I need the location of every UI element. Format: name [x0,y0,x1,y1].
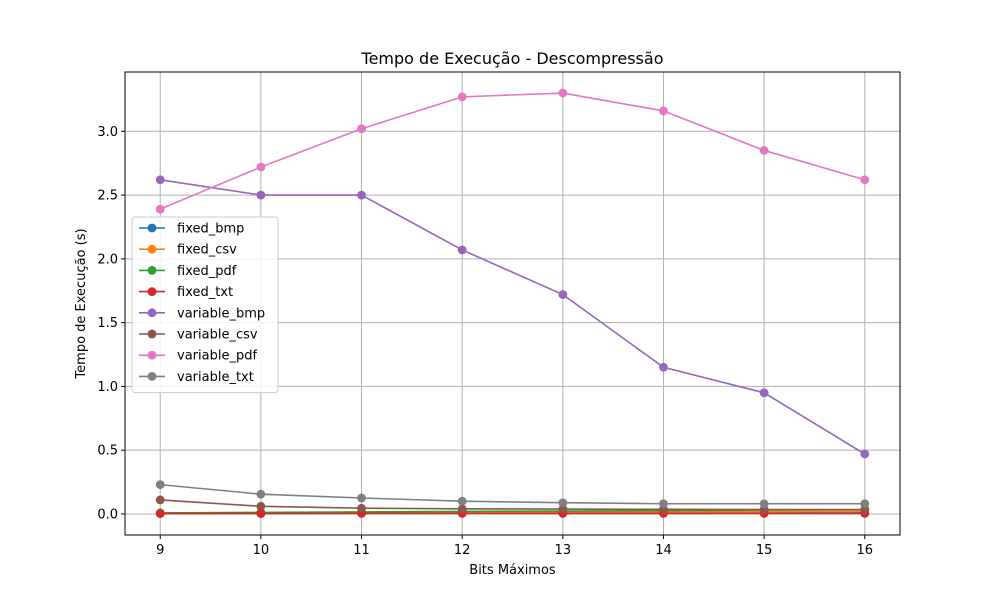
legend: fixed_bmp fixed_csv fixed_pdf fixed_txtvari… [132,217,278,393]
y-tick-label: 3.0 [97,125,118,140]
x-tick-label: 10 [253,543,270,558]
y-tick-label: 0.0 [97,507,118,522]
legend-label: fixed_pdf [177,264,237,279]
y-tick-label: 0.5 [97,444,118,459]
data-point [558,498,567,507]
legend-label: fixed_bmp [177,222,244,237]
chart-title: Tempo de Execução - Descompressão [361,49,664,68]
y-axis-label: Tempo de Execução (s) [74,228,89,379]
legend-marker [148,330,157,339]
data-point [256,191,265,200]
data-point [357,504,366,513]
x-tick-label: 11 [353,543,370,558]
y-tick-label: 2.0 [97,252,118,267]
legend-marker [148,245,157,254]
legend-label: variable_bmp [177,306,265,321]
x-tick-label: 15 [756,543,773,558]
data-point [357,124,366,133]
y-tick-label: 1.5 [97,316,118,331]
data-point [458,497,467,506]
data-point [357,191,366,200]
legend-label: variable_txt [177,370,254,385]
legend-label: fixed_txt [177,285,233,300]
data-point [256,490,265,499]
data-point [256,163,265,172]
data-point [558,290,567,299]
y-tick-label: 1.0 [97,380,118,395]
data-point [458,92,467,101]
data-point [458,246,467,255]
x-axis-label: Bits Máximos [469,563,556,578]
y-tick-label: 2.5 [97,189,118,204]
x-tick-label: 9 [156,543,164,558]
data-point [357,494,366,503]
legend-label: variable_csv [177,328,258,343]
legend-marker [148,351,157,360]
data-point [659,363,668,372]
x-tick-label: 13 [555,543,572,558]
legend-marker [148,308,157,317]
legend-marker [148,224,157,233]
x-tick-label: 14 [655,543,672,558]
x-tick-label: 12 [454,543,471,558]
data-point [860,499,869,508]
data-point [558,89,567,98]
data-point [760,146,769,155]
data-point [156,175,165,184]
legend-label: fixed_csv [177,243,237,258]
x-tick-label: 16 [856,543,873,558]
data-point [860,175,869,184]
data-point [256,502,265,511]
data-point [760,499,769,508]
data-point [156,496,165,505]
legend-marker [148,287,157,296]
data-point [156,480,165,489]
data-point [659,499,668,508]
legend-marker [148,372,157,381]
legend-label: variable_pdf [177,349,257,364]
data-point [156,509,165,518]
data-point [860,450,869,459]
data-point [760,388,769,397]
data-point [659,107,668,116]
legend-marker [148,266,157,275]
data-point [458,504,467,513]
data-point [156,205,165,214]
